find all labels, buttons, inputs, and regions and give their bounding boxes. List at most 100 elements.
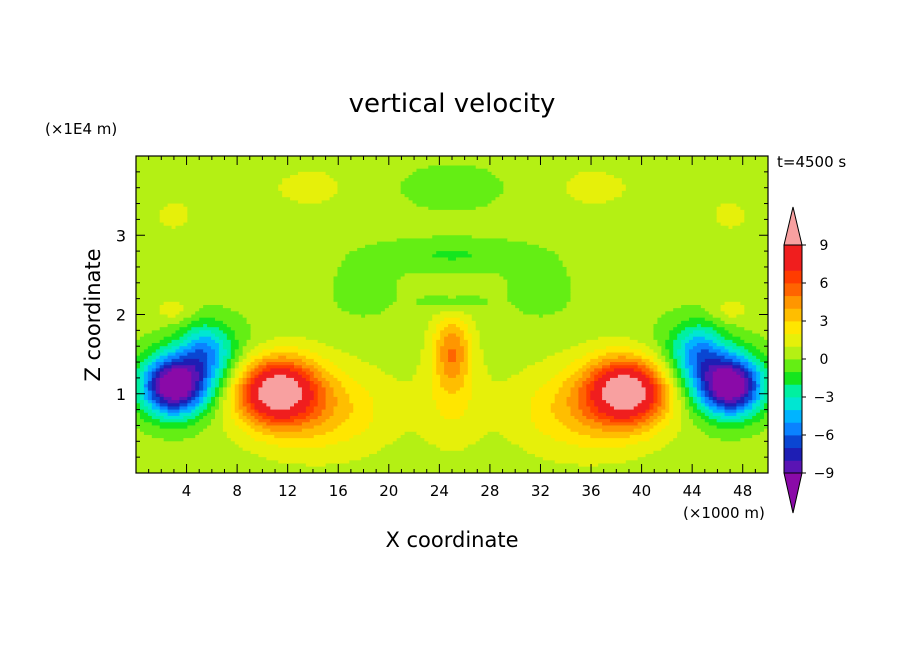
field-cell bbox=[207, 400, 212, 404]
field-cell bbox=[159, 396, 165, 401]
field-cell bbox=[136, 352, 141, 357]
field-cell bbox=[187, 403, 196, 408]
field-cell bbox=[234, 393, 240, 398]
field-cell bbox=[171, 396, 181, 401]
field-cell bbox=[242, 403, 252, 408]
field-cell bbox=[143, 403, 153, 408]
field-cell bbox=[736, 371, 745, 376]
field-cell bbox=[136, 184, 279, 189]
field-cell bbox=[645, 387, 655, 392]
field-cell bbox=[246, 362, 252, 366]
x-unit-label: (×1000 m) bbox=[683, 504, 765, 522]
colorbar-label: 6 bbox=[820, 276, 829, 292]
field-cell bbox=[444, 336, 461, 341]
field-cell bbox=[199, 396, 204, 401]
field-cell bbox=[752, 415, 765, 420]
field-cell bbox=[665, 403, 670, 408]
field-cell bbox=[250, 355, 263, 360]
field-cell bbox=[159, 355, 169, 360]
field-cell bbox=[274, 346, 299, 350]
field-cell bbox=[669, 362, 674, 366]
field-cell bbox=[270, 406, 291, 411]
field-cell bbox=[673, 368, 678, 373]
field-cell bbox=[187, 425, 208, 430]
field-cell bbox=[416, 368, 433, 373]
field-cell bbox=[211, 384, 216, 389]
colorbar-label: 9 bbox=[820, 238, 829, 254]
field-cell bbox=[329, 175, 410, 179]
field-cell bbox=[151, 422, 196, 427]
field-cell bbox=[136, 200, 299, 205]
field-cell bbox=[716, 393, 741, 398]
x-tick-label: 24 bbox=[430, 482, 449, 500]
field-cell bbox=[218, 371, 224, 376]
field-cell bbox=[222, 387, 228, 392]
field-cell bbox=[455, 349, 465, 354]
field-cell bbox=[238, 365, 244, 369]
field-cell bbox=[143, 390, 149, 395]
y-axis: 123 bbox=[116, 171, 768, 458]
field-cell bbox=[222, 412, 232, 417]
field-cell bbox=[673, 390, 678, 395]
field-cell bbox=[191, 381, 196, 385]
field-cell bbox=[531, 409, 552, 414]
field-cell bbox=[250, 390, 260, 395]
field-cell bbox=[195, 434, 228, 439]
field-cell bbox=[764, 336, 768, 341]
field-cell bbox=[234, 441, 267, 446]
field-cell bbox=[696, 377, 702, 382]
field-cell bbox=[333, 346, 425, 350]
field-cell bbox=[436, 339, 445, 344]
field-cell bbox=[195, 396, 200, 401]
field-cell bbox=[203, 349, 216, 354]
field-cell bbox=[704, 403, 710, 408]
field-cell bbox=[479, 343, 579, 347]
field-cell bbox=[226, 396, 232, 401]
field-cell bbox=[309, 384, 319, 389]
field-cell bbox=[578, 368, 587, 373]
field-cell bbox=[428, 165, 477, 170]
field-cell bbox=[649, 346, 662, 350]
field-cell bbox=[657, 352, 662, 357]
field-cell bbox=[309, 400, 319, 404]
field-cell bbox=[199, 377, 204, 382]
field-cell bbox=[704, 374, 714, 379]
field-cell bbox=[234, 396, 240, 401]
field-cell bbox=[594, 387, 603, 392]
field-cell bbox=[222, 330, 236, 335]
field-cell bbox=[136, 384, 141, 389]
field-cell bbox=[211, 409, 216, 414]
field-cell bbox=[685, 387, 690, 392]
field-cell bbox=[139, 428, 204, 433]
field-cell bbox=[242, 352, 248, 357]
field-cell bbox=[211, 371, 216, 376]
field-cell bbox=[136, 251, 350, 255]
field-cell bbox=[613, 415, 631, 420]
field-cell bbox=[696, 387, 702, 392]
field-cell bbox=[661, 409, 670, 414]
field-cell bbox=[207, 384, 212, 389]
field-cell bbox=[254, 409, 260, 414]
field-cell bbox=[764, 381, 768, 385]
field-cell bbox=[479, 438, 508, 442]
field-cell bbox=[230, 393, 236, 398]
field-cell bbox=[471, 381, 548, 385]
field-cell bbox=[333, 295, 398, 300]
x-tick-label: 36 bbox=[581, 482, 600, 500]
field-cell bbox=[230, 365, 236, 369]
field-cell bbox=[692, 330, 706, 335]
field-cell bbox=[250, 333, 425, 338]
field-cell bbox=[136, 320, 181, 325]
field-cell bbox=[432, 254, 473, 259]
field-cell bbox=[700, 415, 710, 420]
field-cell bbox=[325, 431, 362, 436]
field-cell bbox=[459, 336, 465, 341]
field-cell bbox=[147, 374, 153, 379]
field-cell bbox=[744, 304, 768, 309]
field-cell bbox=[471, 349, 485, 354]
field-cell bbox=[218, 384, 224, 389]
field-cell bbox=[246, 352, 260, 357]
field-cell bbox=[238, 400, 244, 404]
field-cell bbox=[258, 409, 307, 414]
field-cell bbox=[550, 434, 591, 439]
